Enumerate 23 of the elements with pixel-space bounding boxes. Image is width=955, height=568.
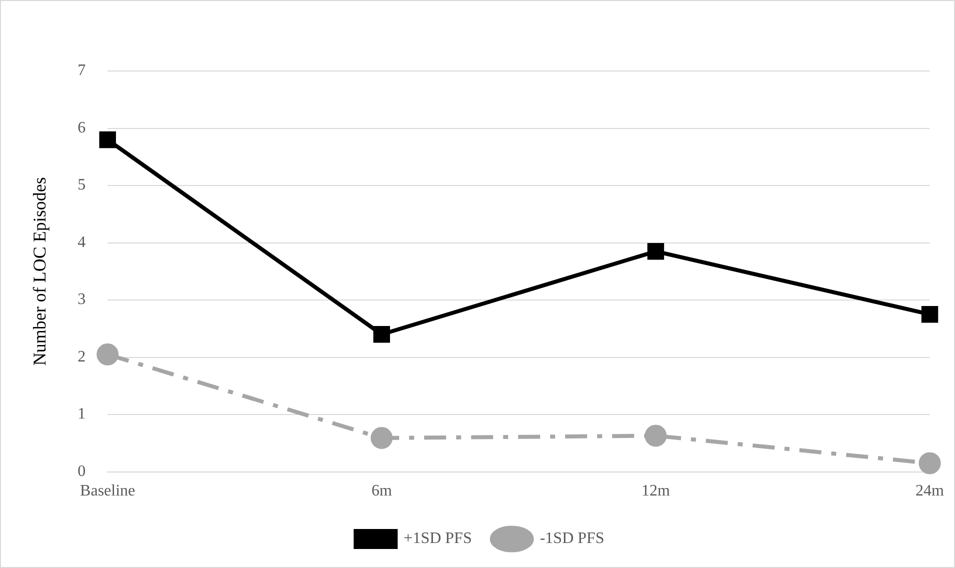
point [921,306,938,323]
y-tick-label: 4 [78,234,86,251]
legend-label: -1SD PFS [540,530,604,548]
point [373,326,390,343]
y-tick-label: 0 [78,463,86,480]
point [647,242,664,260]
point [644,424,667,447]
point [99,131,116,148]
x-tick-label: 24m [916,482,945,500]
x-tick-label: 12m [641,482,670,500]
x-tick-label: Baseline [80,482,136,500]
y-tick-label: 6 [78,119,86,136]
y-tick-label: 2 [78,348,86,366]
legend-label: +1SD PFS [404,530,472,548]
point [918,452,941,474]
point [370,427,393,450]
y-tick-label: 5 [78,176,86,194]
x-tick-label: 6m [371,482,392,500]
y-axis-title: Number of LOC Episodes [30,177,50,366]
y-tick-label: 3 [78,291,86,308]
y-tick-label: 1 [78,406,86,423]
y-tick-label: 7 [78,62,86,80]
point [96,343,119,366]
